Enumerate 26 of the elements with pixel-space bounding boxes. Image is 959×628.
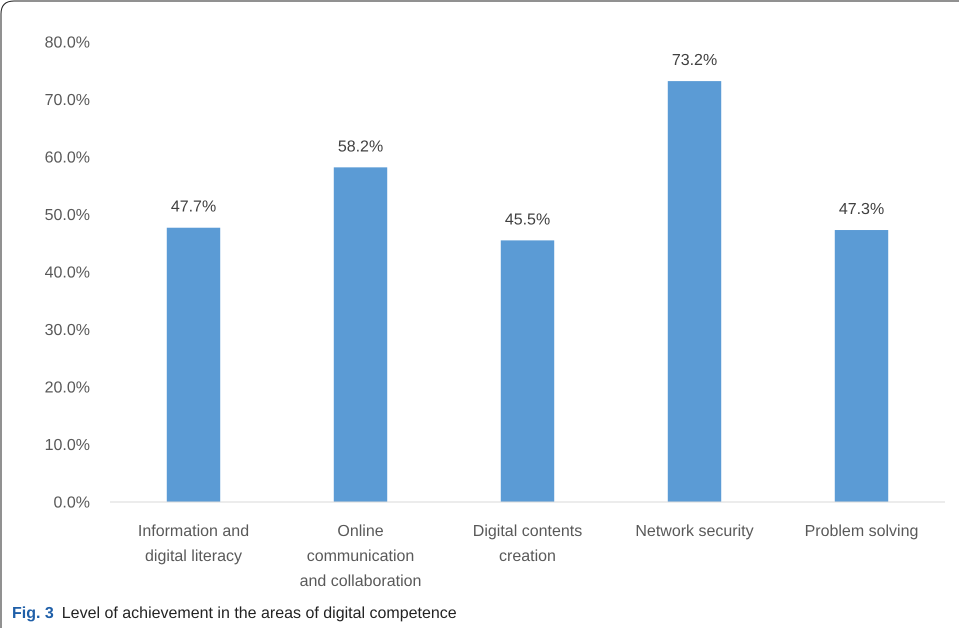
y-tick-label: 0.0% — [54, 494, 90, 512]
y-tick-label: 50.0% — [44, 207, 90, 224]
data-label: 73.2% — [672, 52, 718, 70]
x-tick-label: Information and digital literacy — [138, 523, 250, 565]
bar — [334, 167, 388, 502]
text: Level of achievement in the areas of digital competence — [62, 605, 457, 622]
bar — [668, 81, 722, 502]
x-tick-label: Problem solving — [804, 523, 918, 540]
x-tick-label: Online communication and collaboration — [300, 523, 422, 590]
y-tick-label: 80.0% — [44, 34, 90, 52]
y-tick-label: 30.0% — [44, 322, 90, 340]
y-tick-label: 70.0% — [44, 92, 90, 110]
x-tick-label: Digital contents creation — [472, 523, 582, 565]
y-tick-label: 60.0% — [44, 150, 90, 167]
bar — [500, 240, 554, 502]
bar — [166, 228, 220, 502]
caption: Fig. 3 — [12, 605, 54, 622]
y-tick-label: 10.0% — [44, 437, 90, 454]
bar — [834, 230, 888, 502]
data-label: 45.5% — [504, 211, 550, 228]
x-tick-label: Network security — [635, 523, 754, 540]
y-tick-label: 20.0% — [44, 380, 90, 397]
y-tick-label: 40.0% — [44, 264, 90, 282]
data-label: 47.3% — [838, 201, 884, 218]
data-label: 47.7% — [170, 198, 216, 216]
data-label: 58.2% — [338, 138, 384, 156]
